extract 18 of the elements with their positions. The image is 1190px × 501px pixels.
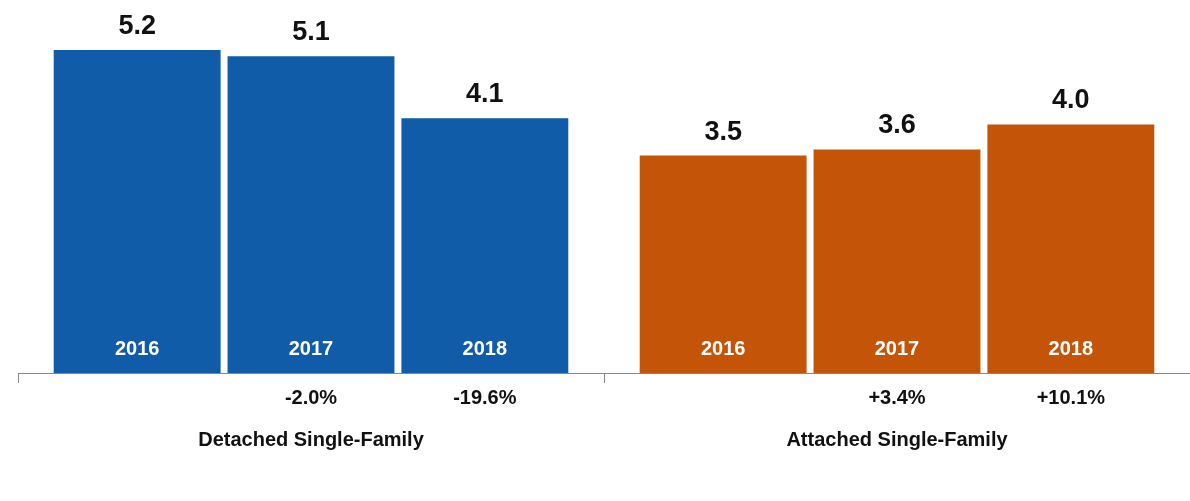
x-tick-label: Detached Single-Family: [198, 427, 425, 450]
text: +10.1%: [1036, 385, 1106, 408]
data-label: 5.1: [292, 16, 330, 47]
text: 2017: [874, 336, 920, 359]
data-label: 4.0: [1052, 84, 1090, 115]
text: 2016: [700, 336, 746, 359]
text: +3.4%: [868, 385, 926, 408]
series-label: 2016: [114, 336, 160, 359]
series-label: 2018: [462, 336, 508, 359]
data-label: 5.2: [118, 9, 156, 40]
series-label: 2017: [288, 336, 334, 359]
text: -19.6%: [453, 385, 517, 408]
data-label: 3.5: [704, 115, 742, 146]
text: 2018: [1048, 336, 1094, 359]
data-label: 4.1: [466, 78, 504, 109]
data-label: 3.6: [878, 109, 916, 140]
text: -2.0%: [284, 385, 338, 408]
x-tick-label: Attached Single-Family: [786, 427, 1009, 450]
